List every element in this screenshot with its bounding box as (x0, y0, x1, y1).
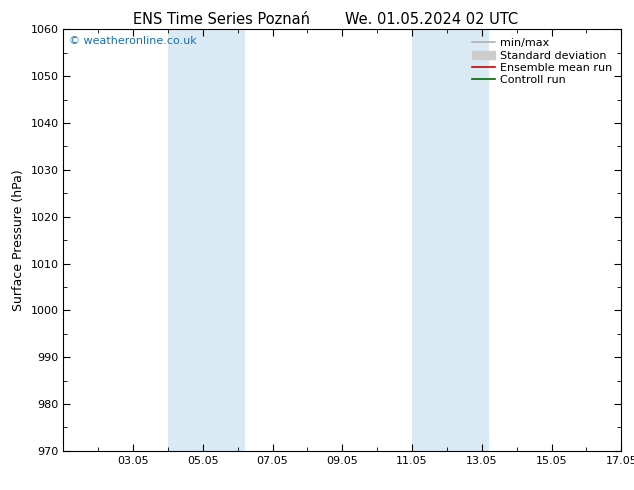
Text: ENS Time Series Poznań: ENS Time Series Poznań (133, 12, 311, 27)
Bar (412, 29, 489, 451)
Text: We. 01.05.2024 02 UTC: We. 01.05.2024 02 UTC (344, 12, 518, 27)
Bar (168, 29, 245, 451)
Y-axis label: Surface Pressure (hPa): Surface Pressure (hPa) (12, 169, 25, 311)
Text: © weatheronline.co.uk: © weatheronline.co.uk (69, 36, 197, 46)
Legend: min/max, Standard deviation, Ensemble mean run, Controll run: min/max, Standard deviation, Ensemble me… (469, 35, 616, 89)
